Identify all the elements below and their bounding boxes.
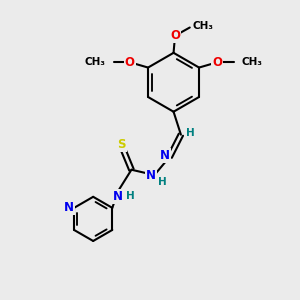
Text: N: N xyxy=(113,190,123,203)
Text: CH₃: CH₃ xyxy=(242,57,263,67)
Text: N: N xyxy=(64,201,74,214)
Text: N: N xyxy=(146,169,156,182)
Text: CH₃: CH₃ xyxy=(84,57,105,67)
Text: O: O xyxy=(170,29,180,42)
Text: O: O xyxy=(212,56,222,69)
Text: O: O xyxy=(125,56,135,69)
Text: CH₃: CH₃ xyxy=(193,21,214,31)
Text: H: H xyxy=(158,176,167,187)
Text: S: S xyxy=(118,138,126,151)
Text: H: H xyxy=(126,191,135,201)
Text: N: N xyxy=(160,149,170,162)
Text: H: H xyxy=(186,128,195,138)
